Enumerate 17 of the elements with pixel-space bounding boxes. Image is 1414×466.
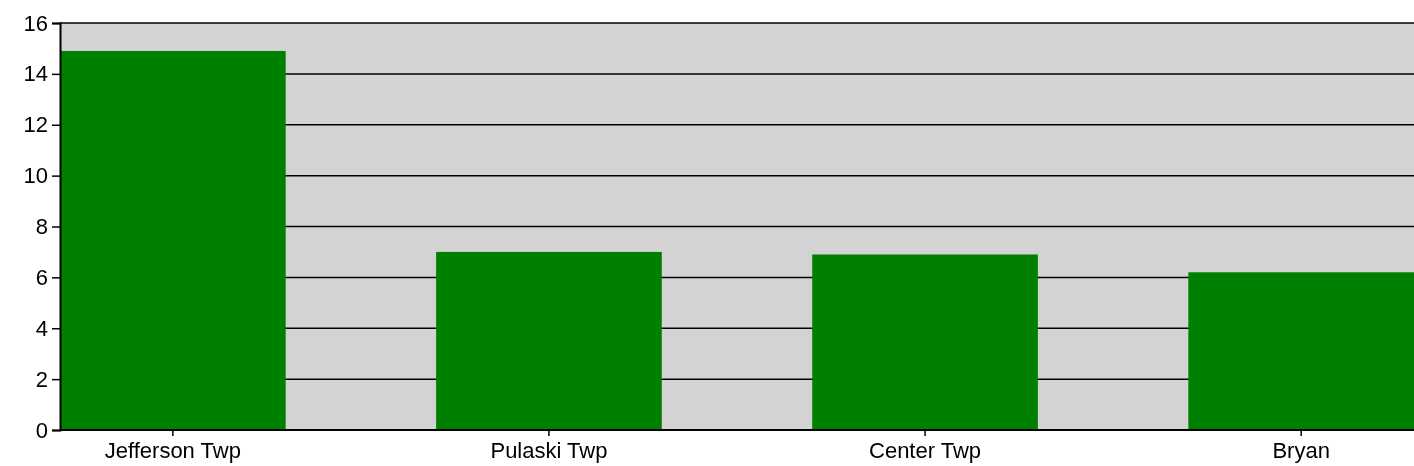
- bar: [1188, 272, 1414, 430]
- x-tick-label: Center Twp: [869, 437, 982, 463]
- x-tick-label: Pulaski Twp: [490, 437, 608, 463]
- x-tick-label: Bryan: [1272, 437, 1330, 463]
- y-tick-label: 8: [35, 214, 48, 240]
- y-tick-label: 10: [23, 163, 48, 189]
- y-tick-label: 16: [23, 10, 48, 36]
- y-tick-label: 0: [35, 417, 48, 443]
- y-tick-label: 6: [35, 264, 48, 290]
- y-tick-label: 14: [23, 61, 48, 87]
- bar: [436, 251, 662, 430]
- y-tick-label: 2: [35, 366, 48, 392]
- y-tick-label: 12: [23, 112, 48, 138]
- x-tick-label: Jefferson Twp: [104, 437, 241, 463]
- bar: [60, 50, 286, 430]
- y-tick-label: 4: [35, 315, 48, 341]
- bar: [812, 254, 1038, 430]
